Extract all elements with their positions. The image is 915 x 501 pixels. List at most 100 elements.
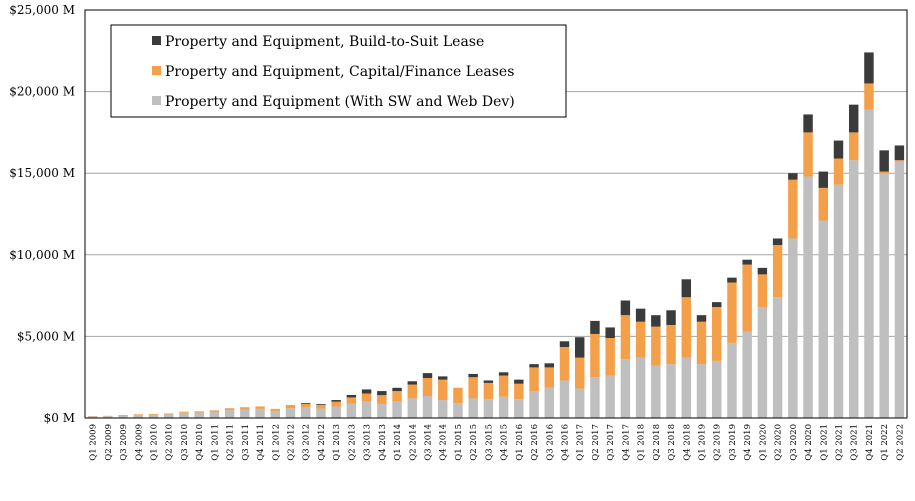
bar-segment-build-to-suit [696,315,707,322]
bar-segment-sw-web-dev [194,412,204,418]
x-tick-label: Q3 2017 [606,424,616,461]
bar-segment-capital-leases [681,297,691,358]
bar-segment-sw-web-dev [651,365,661,418]
legend-swatch-build-to-suit [152,36,161,45]
gridlines [85,91,907,337]
x-tick-label: Q2 2014 [408,424,418,461]
bar-segment-sw-web-dev [331,406,341,418]
bar-segment-sw-web-dev [346,403,357,418]
x-tick-label: Q1 2015 [454,424,464,461]
bar-segment-capital-leases [696,321,707,365]
bar-segment-sw-web-dev [255,408,265,418]
bar-segment-build-to-suit [849,104,859,133]
bar-segment-sw-web-dev [666,364,676,418]
bar-segment-capital-leases [879,171,889,174]
bar-segment-sw-web-dev [635,357,646,418]
x-tick-label: Q1 2011 [210,424,220,461]
y-axis-ticks: $0 M $5,000 M $10,000 M $15,000 M $20,000 M $… [9,3,75,425]
bar-segment-build-to-suit [772,238,783,246]
bar-segment-build-to-suit [514,379,524,384]
bar-segment-sw-web-dev [438,400,448,418]
x-tick-label: Q4 2015 [500,424,510,461]
x-tick-label: Q3 2010 [180,424,190,461]
legend-swatch-sw-web-dev [152,96,161,105]
bar-segment-sw-web-dev [407,398,417,418]
bar-segment-build-to-suit [742,259,752,265]
bar-segment-sw-web-dev [833,184,844,418]
bars [87,52,905,419]
bar-segment-capital-leases [407,384,417,399]
x-tick-label: Q1 2012 [271,424,281,461]
bar-segment-sw-web-dev [103,416,113,418]
bar-segment-capital-leases [788,179,798,239]
bar-segment-capital-leases [118,414,128,416]
bar-segment-build-to-suit [346,394,357,398]
x-tick-label: Q3 2009 [119,424,129,461]
x-tick-label: Q3 2021 [850,424,860,461]
bar-segment-capital-leases [651,326,661,366]
bar-segment-capital-leases [346,397,357,404]
x-tick-label: Q2 2013 [347,424,357,461]
legend-item-capital-leases: Property and Equipment, Capital/Finance … [152,64,514,80]
x-tick-label: Q1 2010 [150,424,160,461]
x-tick-label: Q3 2014 [424,424,434,461]
bar-segment-capital-leases [483,382,494,400]
bar-segment-capital-leases [544,367,554,388]
x-tick-label: Q2 2011 [226,424,236,461]
bar-segment-sw-web-dev [316,408,326,418]
x-tick-label: Q1 2017 [576,424,586,461]
bar-segment-build-to-suit [422,373,433,379]
x-tick-label: Q1 2014 [393,424,403,461]
bar-segment-build-to-suit [407,381,417,385]
x-tick-label: Q4 2014 [439,424,449,461]
bar-segment-capital-leases [164,413,174,415]
x-tick-label: Q1 2022 [880,424,890,461]
x-tick-label: Q2 2019 [713,424,723,461]
legend: Property and Equipment, Build-to-Suit Le… [110,24,567,118]
bar-segment-sw-web-dev [87,416,98,418]
bar-segment-capital-leases [742,264,752,332]
bar-segment-capital-leases [468,377,478,399]
bar-segment-sw-web-dev [575,388,585,418]
bar-segment-build-to-suit [894,145,905,161]
bar-segment-capital-leases [620,315,631,360]
x-tick-label: Q4 2011 [256,424,266,461]
x-tick-label: Q4 2016 [561,424,571,461]
bar-segment-build-to-suit [712,302,722,308]
legend-label-build-to-suit: Property and Equipment, Build-to-Suit Le… [165,34,484,50]
x-tick-label: Q1 2013 [332,424,342,461]
bar-segment-sw-web-dev [620,359,631,418]
bar-segment-capital-leases [803,132,813,177]
bar-segment-sw-web-dev [849,160,859,419]
bar-segment-capital-leases [818,187,828,221]
bar-segment-sw-web-dev [803,176,813,418]
bar-segment-sw-web-dev [164,414,174,418]
x-tick-label: Q1 2009 [89,424,99,461]
legend-item-build-to-suit: Property and Equipment, Build-to-Suit Le… [152,34,484,50]
bar-segment-capital-leases [635,321,646,358]
bar-segment-build-to-suit [559,341,570,348]
bar-segment-build-to-suit [544,363,554,368]
bar-segment-capital-leases [514,383,524,400]
plot-frame [84,9,908,419]
x-tick-label: Q4 2017 [621,424,631,461]
x-tick-label: Q2 2016 [530,424,540,461]
bar-segment-build-to-suit [818,171,828,188]
bar-segment-capital-leases [772,245,783,298]
legend-label-sw-web-dev: Property and Equipment (With SW and Web … [165,94,515,110]
legend-box [110,24,567,118]
bar-segment-sw-web-dev [270,410,280,418]
bar-segment-build-to-suit [483,380,494,383]
bar-segment-capital-leases [240,407,250,410]
bar-segment-capital-leases [605,338,615,376]
x-tick-label: Q3 2020 [789,424,799,461]
bar-segment-build-to-suit [620,300,631,316]
x-tick-label: Q3 2019 [728,424,738,461]
x-tick-label: Q1 2018 [637,424,647,461]
y-tick-label: $0 M [44,411,75,425]
x-tick-label: Q4 2019 [743,424,753,461]
bar-segment-build-to-suit [651,315,661,327]
bar-segment-build-to-suit [635,308,646,322]
bar-segment-build-to-suit [438,376,448,380]
